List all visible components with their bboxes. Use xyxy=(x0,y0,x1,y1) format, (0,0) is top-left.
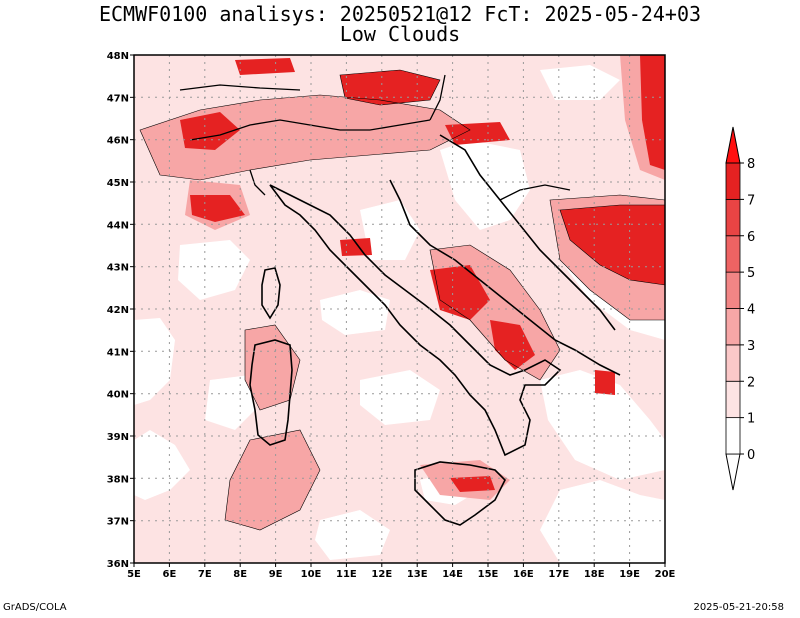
map-title: ECMWF0100 analisys: 20250521@12 FcT: 202… xyxy=(98,2,702,26)
colorbar-label: 1 xyxy=(747,412,755,427)
map-subtitle: Low Clouds xyxy=(339,22,461,46)
colorbar-label: 2 xyxy=(747,375,755,390)
lat-tick-label: 37N xyxy=(107,517,129,528)
lat-tick-label: 38N xyxy=(107,474,129,485)
lon-tick-label: 13E xyxy=(407,569,428,580)
lon-tick-label: 10E xyxy=(301,569,322,580)
colorbar-max-arrow xyxy=(725,126,741,164)
colorbar-swatch xyxy=(725,198,741,237)
lat-tick-label: 44N xyxy=(107,220,129,231)
colorbar-label: 7 xyxy=(747,193,755,208)
colorbar-label: 8 xyxy=(747,157,755,172)
lon-tick-label: 17E xyxy=(548,569,569,580)
sardinia-coast xyxy=(249,339,293,446)
lon-tick-label: 11E xyxy=(336,569,357,580)
lat-tick-label: 36N xyxy=(107,559,129,570)
adriatic-coast xyxy=(389,179,621,376)
lat-tick-label: 46N xyxy=(107,136,129,147)
country-borders xyxy=(179,74,571,201)
colorbar-swatch xyxy=(725,417,741,455)
lat-tick-label: 41N xyxy=(107,347,129,358)
colorbar-swatch xyxy=(725,162,741,200)
lon-tick-label: 12E xyxy=(371,569,392,580)
balkan-coast xyxy=(439,134,616,331)
colorbar-label: 3 xyxy=(747,339,755,354)
lon-tick-label: 15E xyxy=(478,569,499,580)
corsica-coast xyxy=(261,267,281,320)
lon-tick-label: 19E xyxy=(619,569,640,580)
lat-tick-label: 39N xyxy=(107,432,129,443)
colorbar-label: 4 xyxy=(747,303,755,318)
colorbar-label: 0 xyxy=(747,448,755,463)
sicily-coast xyxy=(414,461,506,526)
map-plot-area xyxy=(134,55,665,563)
lon-tick-label: 16E xyxy=(513,569,534,580)
lon-tick-label: 7E xyxy=(198,569,212,580)
lat-tick-label: 47N xyxy=(107,93,129,104)
colorbar-swatch xyxy=(725,344,741,382)
lon-tick-label: 5E xyxy=(127,569,141,580)
cloud-level-7 xyxy=(180,55,665,492)
coastlines xyxy=(249,134,621,526)
lon-tick-label: 8E xyxy=(233,569,247,580)
lat-tick-label: 42N xyxy=(107,305,129,316)
lon-tick-label: 14E xyxy=(442,569,463,580)
longitude-axis: 5E 6E 7E 8E 9E 10E 11E 12E 13E 14E 15E 16E 17E 18E 19E… xyxy=(127,563,676,580)
colorbar-swatch xyxy=(725,380,741,419)
lat-tick-label: 40N xyxy=(107,390,129,401)
timestamp: 2025-05-21-20:58 xyxy=(693,602,784,613)
lon-tick-label: 20E xyxy=(655,569,676,580)
lon-tick-label: 18E xyxy=(584,569,605,580)
italy-peninsula-coast xyxy=(269,184,562,457)
software-credit: GrADS/COLA xyxy=(3,602,67,613)
colorbar-swatch xyxy=(725,235,741,273)
colorbar-label: 6 xyxy=(747,230,755,245)
lat-tick-label: 45N xyxy=(107,178,129,189)
latitude-axis: 48N 47N 46N 45N 44N 43N 42N 41N 40N 39N 38N 37N 36N xyxy=(107,51,134,570)
lat-tick-label: 43N xyxy=(107,263,129,274)
colorbar-label: 5 xyxy=(747,266,755,281)
colorbar-swatch xyxy=(725,308,741,346)
lon-tick-label: 9E xyxy=(269,569,283,580)
lon-tick-label: 6E xyxy=(163,569,177,580)
map-grid xyxy=(134,55,665,563)
colorbar-swatch xyxy=(725,271,741,309)
colorbar-min-arrow xyxy=(725,453,741,491)
colorbar: 0 1 2 3 4 5 6 7 8 xyxy=(725,126,755,491)
lat-tick-label: 48N xyxy=(107,51,129,62)
